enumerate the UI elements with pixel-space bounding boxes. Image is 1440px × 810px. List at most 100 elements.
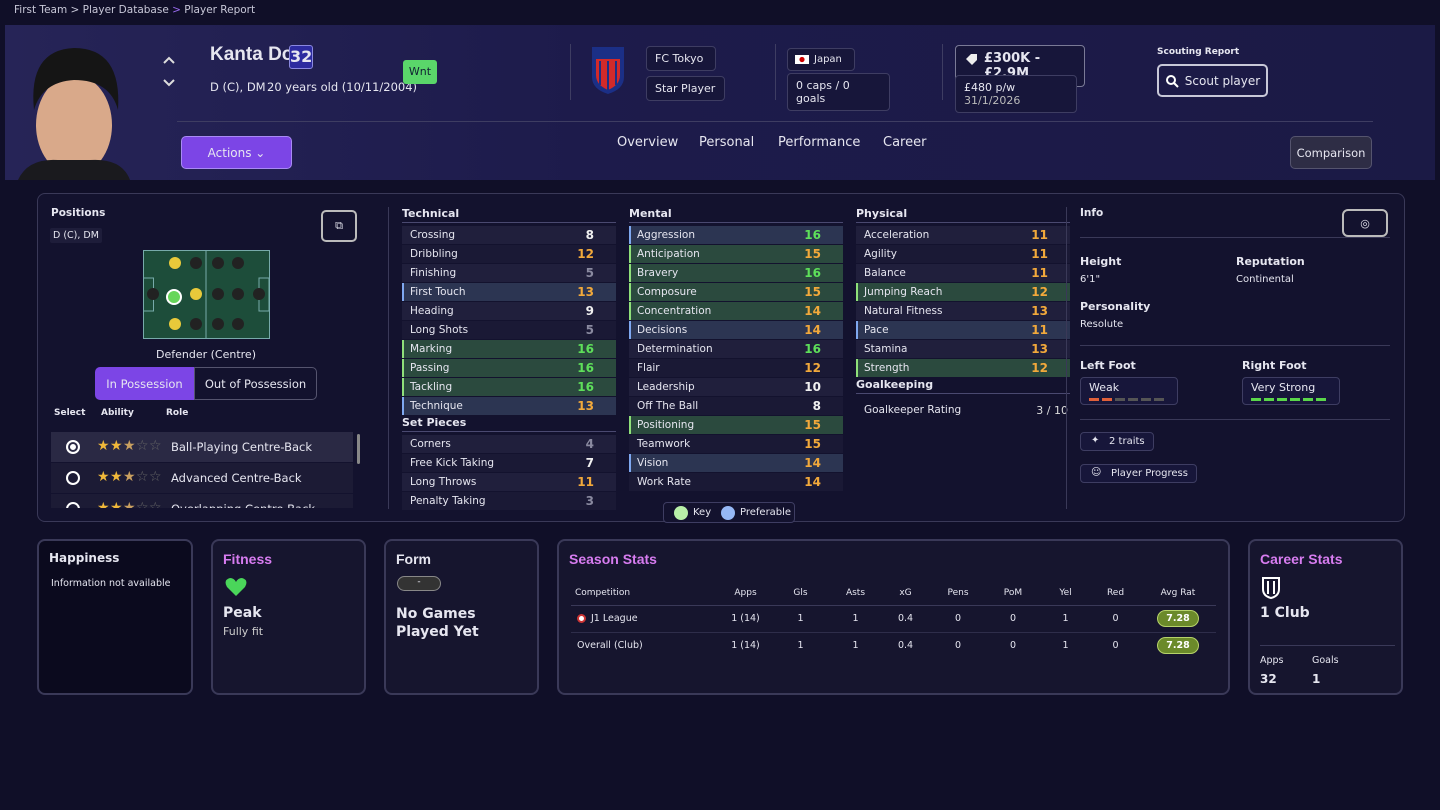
info-button[interactable]: ◎	[1342, 209, 1388, 237]
crumb[interactable]: Player Database	[82, 4, 169, 16]
attribute-value: 16	[804, 266, 821, 280]
divider	[1080, 419, 1390, 420]
attribute-name: Passing	[410, 362, 450, 374]
traits: 2 traits	[1109, 436, 1145, 447]
attribute-name: Finishing	[410, 267, 457, 279]
attribute-value: 11	[577, 475, 594, 489]
attribute-row: Crossing 8	[402, 226, 616, 244]
column-header: Ability	[101, 408, 134, 418]
cell: 1	[1041, 632, 1091, 659]
role-row[interactable]: ★ ★ ★ ☆ ☆ Advanced Centre-Back	[51, 463, 353, 493]
attribute-value: 11	[1031, 266, 1048, 280]
attribute-name: Tackling	[410, 381, 453, 393]
star: ★	[97, 469, 110, 485]
attribute-name: Marking	[410, 343, 453, 355]
attribute-value: 15	[804, 437, 821, 451]
attribute-row: Heading 9	[402, 302, 616, 320]
role-row[interactable]: ★★★☆☆Overlapping Centre-Back	[51, 494, 353, 508]
attribute-row: Anticipation 15	[629, 245, 843, 263]
attribute-value: 8	[812, 399, 821, 413]
star: ☆	[149, 438, 162, 454]
attribute-row: Agility 11	[856, 245, 1070, 263]
radio[interactable]	[66, 502, 80, 508]
cell-text: 0	[1009, 613, 1017, 624]
attribute-row: Bravery 16	[629, 264, 843, 282]
club[interactable]: FC Tokyo	[646, 46, 716, 71]
fitness-detail: Fully fit	[223, 625, 264, 638]
tag: Wnt	[403, 60, 437, 84]
radio[interactable]	[66, 471, 80, 485]
cell: 0	[931, 632, 986, 659]
flag	[795, 55, 809, 64]
legend-pref-swatch	[721, 506, 735, 520]
attribute-name: Strength	[864, 362, 910, 374]
scout-button[interactable]: Scout player	[1157, 64, 1268, 97]
comparison-button[interactable]: Comparison	[1290, 136, 1372, 169]
toggle-out[interactable]: Out of Possession	[194, 367, 317, 400]
player-photo	[18, 48, 130, 180]
column-header: Red	[1106, 587, 1125, 598]
tab[interactable]: Career	[883, 135, 927, 150]
radio[interactable]	[66, 440, 80, 454]
height-label: Height	[1080, 255, 1122, 268]
actions-button[interactable]: Actions ⌄	[181, 136, 292, 169]
header-row: Competition Apps Gls Asts xG Pens PoM Yel Red Avg…	[571, 581, 1216, 605]
attribute-value: 16	[577, 380, 594, 394]
crumb[interactable]: First Team	[14, 4, 68, 16]
column-header: Apps	[734, 587, 757, 598]
scouting-title: Scouting Report	[1157, 47, 1240, 57]
attribute-row: Technique 13	[402, 397, 616, 415]
attribute-row: First Touch 13	[402, 283, 616, 301]
cell-text: 1	[1062, 640, 1069, 652]
attribute-row: Free Kick Taking 7	[402, 454, 616, 472]
divider	[570, 44, 571, 100]
cell-text: 0	[954, 640, 962, 652]
toggle-in[interactable]: In Possession	[95, 367, 194, 400]
squad-number: 32	[289, 45, 313, 69]
divider	[388, 207, 389, 509]
view-toggle[interactable]: ⧉	[321, 210, 357, 242]
scrollbar[interactable]	[357, 434, 360, 464]
star: ☆	[136, 438, 149, 454]
star: ★	[110, 500, 123, 508]
tab[interactable]: Personal	[699, 135, 755, 150]
happiness-card: Happiness Information not available	[37, 539, 193, 695]
role-name: Overlapping Centre-Back	[171, 502, 315, 508]
tag-icon	[966, 54, 977, 65]
attribute-value: 14	[804, 304, 821, 318]
cell: 1	[1041, 605, 1091, 632]
role-row[interactable]: ★ ★ ★ ☆ ☆ Ball-Playing Centre-Back	[51, 432, 353, 462]
attribute-value: 13	[577, 399, 594, 413]
progress-button[interactable]: ☺ Player Progress	[1080, 464, 1197, 483]
nav-arrows[interactable]	[162, 55, 176, 91]
attribute-value: 5	[585, 266, 594, 280]
divider	[775, 44, 776, 100]
height: 6'1"	[1080, 274, 1101, 285]
club-crest	[592, 47, 624, 94]
star: ☆	[136, 469, 149, 485]
right-foot: Very Strong	[1242, 377, 1340, 405]
legend: Key Preferable	[663, 502, 795, 523]
nation[interactable]: Japan	[787, 48, 855, 71]
divider	[1260, 645, 1395, 646]
attribute-value: 13	[1031, 342, 1048, 356]
tab[interactable]: Overview	[617, 135, 679, 150]
attribute-value: 15	[804, 247, 821, 261]
foot-bar	[1251, 398, 1326, 401]
cell: 0	[1091, 605, 1141, 632]
attribute-name: Vision	[637, 457, 669, 469]
cell: 0.4	[881, 605, 931, 632]
attribute-value: 15	[804, 285, 821, 299]
attribute-row: Penalty Taking 3	[402, 492, 616, 510]
group-title: Technical	[402, 207, 616, 223]
form-text: No Games Played Yet	[396, 606, 479, 640]
league-icon	[577, 614, 586, 623]
attribute-value: 11	[1031, 247, 1048, 261]
attribute-name: Jumping Reach	[864, 286, 943, 298]
attribute-value: 13	[577, 285, 594, 299]
tab[interactable]: Performance	[778, 135, 861, 150]
cell-text: 0	[1112, 640, 1119, 652]
cell: Overall (Club)	[571, 632, 721, 659]
traits-button[interactable]: ✦ 2 traits	[1080, 432, 1154, 451]
attribute-row: Stamina 13	[856, 340, 1070, 358]
